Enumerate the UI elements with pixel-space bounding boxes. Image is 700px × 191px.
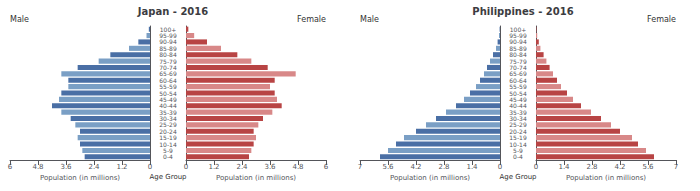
svg-text:0-4: 0-4: [513, 153, 523, 160]
svg-text:35-39: 35-39: [159, 109, 177, 116]
svg-text:30-34: 30-34: [159, 115, 177, 122]
svg-text:10-14: 10-14: [159, 141, 177, 148]
svg-text:100+: 100+: [160, 26, 176, 33]
svg-text:70-74: 70-74: [159, 64, 177, 71]
svg-text:75-79: 75-79: [159, 58, 177, 65]
svg-text:85-89: 85-89: [159, 45, 177, 52]
svg-text:2.4: 2.4: [236, 163, 248, 171]
svg-text:15-19: 15-19: [159, 134, 177, 141]
svg-text:0-4: 0-4: [163, 153, 173, 160]
svg-text:0: 0: [148, 163, 152, 171]
svg-text:25-29: 25-29: [509, 121, 527, 128]
svg-text:45-49: 45-49: [509, 96, 527, 103]
svg-text:55-59: 55-59: [509, 83, 527, 90]
svg-text:Male: Male: [360, 15, 379, 24]
svg-text:90-94: 90-94: [509, 38, 527, 45]
svg-text:Age Group: Age Group: [149, 173, 187, 181]
svg-text:2.4: 2.4: [88, 163, 100, 171]
svg-text:0: 0: [534, 163, 538, 171]
svg-text:80-84: 80-84: [509, 51, 527, 58]
svg-text:4.8: 4.8: [292, 163, 303, 171]
svg-text:3.6: 3.6: [264, 163, 276, 171]
svg-text:50-54: 50-54: [509, 90, 527, 97]
svg-text:Population (in millions): Population (in millions): [216, 174, 296, 182]
svg-text:4.2: 4.2: [614, 163, 625, 171]
svg-text:55-59: 55-59: [159, 83, 177, 90]
svg-text:Philippines - 2016: Philippines - 2016: [472, 6, 573, 17]
svg-text:7: 7: [358, 163, 362, 171]
svg-text:3.6: 3.6: [60, 163, 72, 171]
svg-text:90-94: 90-94: [159, 38, 177, 45]
svg-text:20-24: 20-24: [159, 128, 177, 135]
svg-text:0: 0: [184, 163, 188, 171]
svg-text:Population (in millions): Population (in millions): [566, 174, 646, 182]
svg-text:2.8: 2.8: [438, 163, 449, 171]
svg-text:6: 6: [8, 163, 13, 171]
svg-text:5.6: 5.6: [642, 163, 654, 171]
svg-text:50-54: 50-54: [159, 90, 177, 97]
svg-text:80-84: 80-84: [159, 51, 177, 58]
svg-text:45-49: 45-49: [159, 96, 177, 103]
svg-text:0: 0: [498, 163, 502, 171]
svg-text:95-99: 95-99: [509, 32, 527, 39]
svg-text:60-64: 60-64: [509, 77, 527, 84]
svg-text:Japan - 2016: Japan - 2016: [137, 6, 208, 17]
svg-text:75-79: 75-79: [509, 58, 527, 65]
svg-text:40-44: 40-44: [159, 102, 177, 109]
svg-text:5-9: 5-9: [163, 147, 173, 154]
svg-text:85-89: 85-89: [509, 45, 527, 52]
svg-text:Male: Male: [10, 15, 29, 24]
svg-text:4.8: 4.8: [32, 163, 43, 171]
svg-text:25-29: 25-29: [159, 121, 177, 128]
svg-text:15-19: 15-19: [509, 134, 527, 141]
svg-text:40-44: 40-44: [509, 102, 527, 109]
svg-text:6: 6: [324, 163, 329, 171]
svg-text:4.2: 4.2: [410, 163, 421, 171]
svg-text:95-99: 95-99: [159, 32, 177, 39]
svg-text:20-24: 20-24: [509, 128, 527, 135]
svg-text:35-39: 35-39: [509, 109, 527, 116]
svg-text:60-64: 60-64: [159, 77, 177, 84]
svg-text:Female: Female: [647, 15, 676, 24]
svg-text:1.4: 1.4: [558, 163, 570, 171]
svg-text:5.6: 5.6: [382, 163, 394, 171]
svg-text:65-69: 65-69: [159, 70, 177, 77]
svg-text:1.4: 1.4: [466, 163, 478, 171]
svg-text:1.2: 1.2: [116, 163, 127, 171]
svg-text:7: 7: [674, 163, 678, 171]
svg-text:65-69: 65-69: [509, 70, 527, 77]
svg-text:1.2: 1.2: [208, 163, 219, 171]
svg-text:Age Group: Age Group: [499, 173, 537, 181]
svg-text:2.8: 2.8: [586, 163, 597, 171]
svg-text:5-9: 5-9: [513, 147, 523, 154]
svg-text:Population (in millions): Population (in millions): [40, 174, 120, 182]
svg-text:70-74: 70-74: [509, 64, 527, 71]
svg-text:Population (in millions): Population (in millions): [390, 174, 470, 182]
svg-text:30-34: 30-34: [509, 115, 527, 122]
svg-text:Female: Female: [297, 15, 326, 24]
svg-text:100+: 100+: [510, 26, 526, 33]
svg-text:10-14: 10-14: [509, 141, 527, 148]
